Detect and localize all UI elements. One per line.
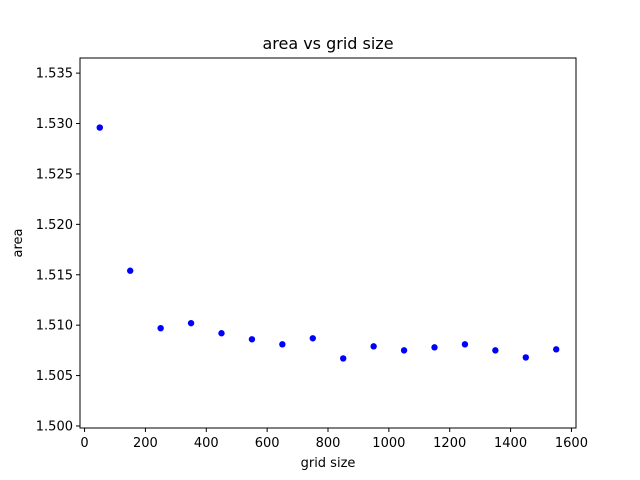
data-point [96,124,103,131]
data-point [309,335,316,342]
data-point [127,267,134,274]
x-tick-label: 1400 [494,436,527,451]
data-point [461,341,469,348]
data-point [340,355,347,362]
data-point [492,347,499,354]
x-tick-label: 0 [80,436,88,451]
y-tick-label: 1.510 [36,319,73,334]
data-point [370,343,377,350]
x-tick-label: 800 [316,436,341,451]
data-point [279,341,286,348]
x-tick-label: 1600 [555,436,588,451]
x-axis-label: grid size [301,456,356,471]
x-tick-label: 200 [133,436,158,451]
chart-title: area vs grid size [262,34,393,53]
y-tick-label: 1.515 [36,268,73,283]
data-points [96,124,560,362]
y-axis-ticks: 1.500 1.505 1.510 1.515 1.520 1.525 1.530 1.535 [36,67,80,434]
x-tick-label: 1200 [433,436,466,451]
data-point [431,344,438,351]
data-point [248,336,256,343]
x-axis-ticks: 0 200 400 600 800 1000 1200 1400 1600 [80,428,588,451]
x-tick-label: 600 [255,436,280,451]
data-point [522,354,529,361]
data-point [157,324,164,332]
y-tick-label: 1.525 [36,167,73,182]
data-point [187,319,195,327]
y-axis-label: area [11,229,26,258]
data-point [218,330,225,337]
y-tick-label: 1.520 [36,218,73,233]
data-point [400,347,408,354]
y-tick-label: 1.530 [36,117,73,132]
y-tick-label: 1.535 [36,67,73,82]
x-tick-label: 400 [194,436,219,451]
y-tick-label: 1.500 [36,419,73,434]
x-tick-label: 1000 [372,436,405,451]
y-tick-label: 1.505 [36,369,73,384]
plot-frame [79,57,577,429]
data-point [553,346,560,353]
